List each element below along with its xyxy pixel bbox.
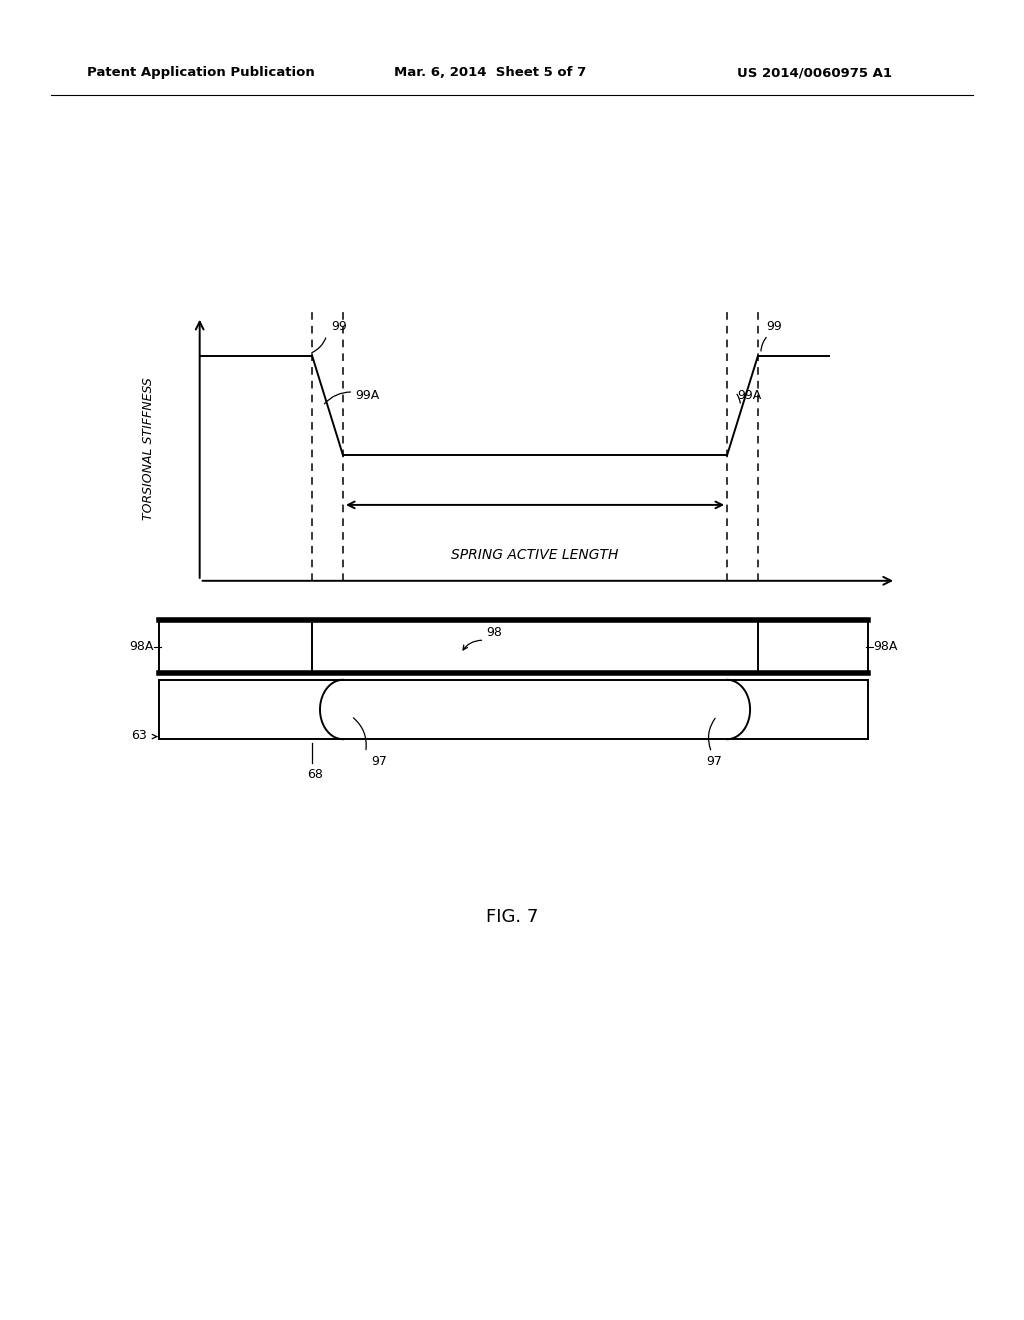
Text: 98A: 98A (129, 640, 154, 653)
Text: 97: 97 (707, 755, 723, 768)
Text: TORSIONAL STIFFNESS: TORSIONAL STIFFNESS (142, 378, 155, 520)
Text: 68: 68 (307, 768, 324, 781)
Text: 63: 63 (131, 729, 146, 742)
Text: 97: 97 (372, 755, 388, 768)
Text: 99: 99 (331, 319, 346, 333)
Text: FIG. 7: FIG. 7 (485, 908, 539, 927)
Text: 99A: 99A (355, 389, 380, 403)
Bar (159, 620, 312, 673)
Text: 99: 99 (766, 319, 781, 333)
Text: SPRING ACTIVE LENGTH: SPRING ACTIVE LENGTH (452, 548, 618, 562)
Text: Mar. 6, 2014  Sheet 5 of 7: Mar. 6, 2014 Sheet 5 of 7 (394, 66, 587, 79)
Text: 98A: 98A (873, 640, 898, 653)
Text: US 2014/0060975 A1: US 2014/0060975 A1 (737, 66, 892, 79)
Text: 98: 98 (486, 626, 503, 639)
Text: 99A: 99A (737, 389, 762, 403)
Bar (758, 620, 868, 673)
Text: Patent Application Publication: Patent Application Publication (87, 66, 314, 79)
